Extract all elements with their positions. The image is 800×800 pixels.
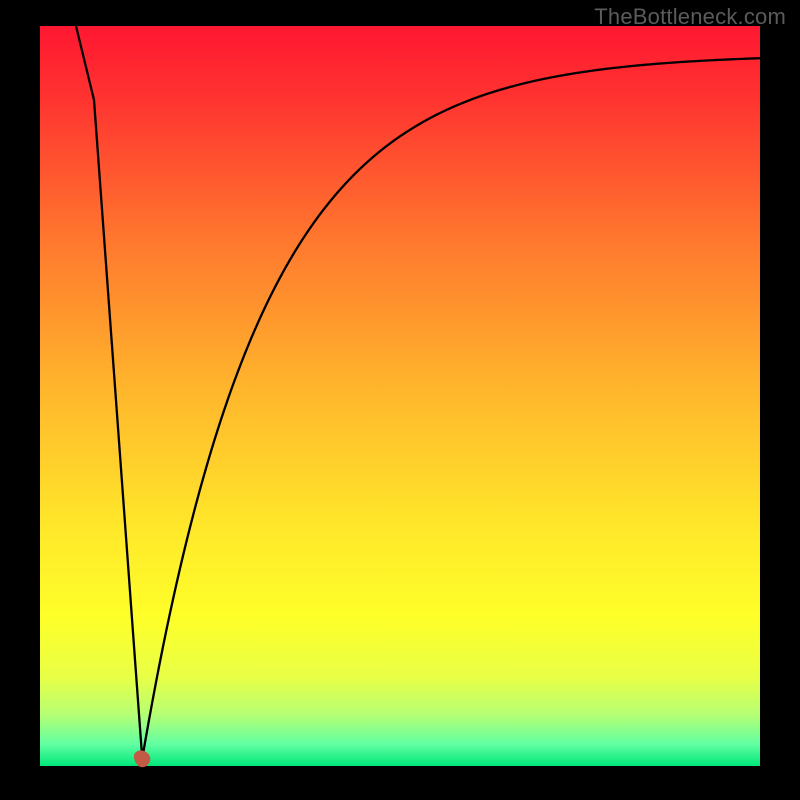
chart-svg (0, 0, 800, 800)
watermark-label: TheBottleneck.com (594, 4, 786, 30)
figure-root: TheBottleneck.com (0, 0, 800, 800)
